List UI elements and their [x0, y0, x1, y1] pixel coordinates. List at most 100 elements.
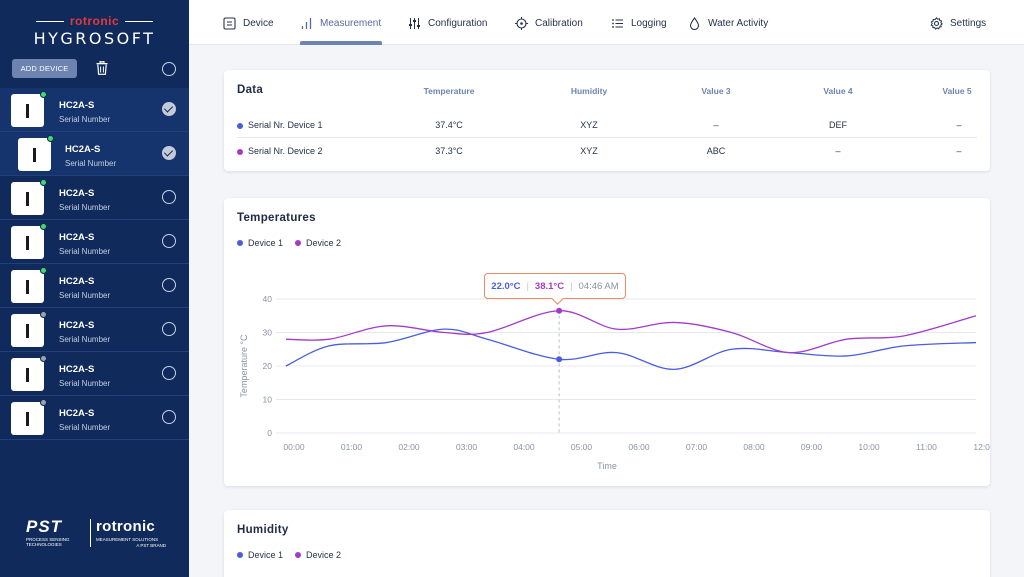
legend-device2[interactable]: Device 2 [295, 238, 341, 248]
device-row[interactable]: HC2A-S Serial Number [0, 88, 189, 132]
y-tick-label: 30 [263, 328, 273, 338]
col-header-value5: Value 5 [942, 86, 972, 96]
device-checkbox-checked[interactable] [162, 102, 176, 116]
logo-divider [90, 519, 91, 547]
device-row[interactable]: HC2A-S Serial Number [0, 264, 189, 308]
device-thumbnail [11, 399, 47, 435]
device-name: HC2A-S [59, 364, 95, 375]
device-checkbox[interactable] [162, 366, 176, 380]
device-thumbnail [11, 355, 47, 391]
x-tick-label: 11:00 [916, 442, 937, 452]
legend-device1[interactable]: Device 1 [237, 238, 283, 248]
data-card: Data Temperature Humidity Value 3 Value … [224, 70, 990, 171]
col-header-temperature: Temperature [423, 86, 475, 96]
add-device-button[interactable]: ADD DEVICE [12, 59, 77, 78]
probe-icon [33, 148, 36, 162]
device-name: HC2A-S [59, 320, 95, 331]
device-list: HC2A-S Serial Number HC2A-S Serial Number HC… [0, 88, 189, 440]
water-drop-icon [689, 16, 700, 30]
rotronic-tagline-2: A PST BRAND [136, 542, 166, 548]
y-tick-label: 40 [263, 294, 273, 304]
hum-legend-device1-dot [237, 552, 243, 558]
x-axis-label: Time [597, 461, 617, 471]
tab-logging[interactable]: Logging [611, 15, 667, 31]
probe-icon [26, 280, 29, 294]
rotronic-logo: rotronic [96, 518, 156, 535]
probe-icon [26, 368, 29, 382]
hum-legend-device2[interactable]: Device 2 [295, 550, 341, 560]
status-dot [40, 355, 47, 362]
hover-point-device1 [556, 356, 563, 363]
y-axis-label: Temperature °C [239, 334, 249, 398]
trash-icon[interactable] [96, 61, 108, 75]
data-card-title: Data [237, 84, 264, 96]
hum-legend-device2-label: Device 2 [306, 550, 342, 560]
brand-hygrosoft: HYGROSOFT [33, 29, 156, 48]
legend-device1-label: Device 1 [248, 238, 284, 248]
x-tick-label: 02:00 [398, 442, 420, 452]
tab-measurement[interactable]: Measurement [300, 15, 381, 31]
device-row[interactable]: HC2A-S Serial Number [0, 352, 189, 396]
device-serial: Serial Number [59, 335, 111, 344]
top-nav: Device Measurement Configuration Calibra… [189, 0, 1024, 45]
device-row[interactable]: HC2A-S Serial Number [0, 308, 189, 352]
probe-icon [26, 192, 29, 206]
legend-device2-label: Device 2 [306, 238, 342, 248]
device-name: HC2A-S [59, 408, 95, 419]
device-checkbox[interactable] [162, 278, 176, 292]
tab-configuration[interactable]: Configuration [408, 15, 487, 31]
hover-point-device2 [556, 307, 563, 314]
device-row[interactable]: HC2A-S Serial Number [0, 132, 189, 176]
data-row-label-1: Serial Nr. Device 1 [237, 120, 323, 130]
humidity-card: Humidity Device 1 Device 2 [224, 510, 990, 577]
tab-configuration-label: Configuration [428, 17, 488, 29]
device-thumbnail [11, 311, 47, 347]
device-checkbox[interactable] [162, 410, 176, 424]
brand-logo: rotronic HYGROSOFT [0, 14, 189, 48]
device-checkbox[interactable] [162, 322, 176, 336]
crosshair-icon [515, 16, 528, 30]
device-name: HC2A-S [65, 144, 101, 155]
hum-legend-device1[interactable]: Device 1 [237, 550, 283, 560]
device-row[interactable]: HC2A-S Serial Number [0, 176, 189, 220]
cell-r1-temperature: 37.4°C [435, 120, 463, 130]
cell-r2-temperature: 37.3°C [435, 146, 463, 156]
device-serial: Serial Number [59, 423, 111, 432]
tab-water-activity[interactable]: Water Activity [688, 15, 768, 31]
select-all-radio[interactable] [162, 62, 176, 76]
x-tick-label: 08:00 [743, 442, 765, 452]
device-checkbox[interactable] [162, 190, 176, 204]
device-serial: Serial Number [59, 247, 111, 256]
device-serial: Serial Number [59, 115, 111, 124]
device-checkbox[interactable] [162, 234, 176, 248]
cell-r2-value3: ABC [706, 146, 726, 156]
probe-icon [26, 104, 29, 118]
device-thumbnail [18, 135, 54, 171]
brand-rotronic: rotronic [69, 14, 120, 28]
sidebar-toolbar: ADD DEVICE [12, 59, 182, 79]
pst-logo: PST [26, 517, 63, 536]
tab-device-label: Device [243, 17, 274, 29]
temperature-chart[interactable]: 0 10 20 30 40 00:00 01:00 02:00 03:00 04:00 05:00 0… [224, 198, 990, 486]
tooltip-separator: | [570, 280, 573, 292]
tab-calibration[interactable]: Calibration [515, 15, 583, 31]
device-checkbox-checked[interactable] [162, 146, 176, 160]
settings-button[interactable]: Settings [930, 15, 986, 31]
cell-r2-value5: – [956, 146, 962, 156]
tab-device[interactable]: Device [223, 15, 274, 31]
y-tick-label: 10 [263, 395, 273, 405]
sliders-icon [409, 17, 420, 29]
cell-r1-humidity: XYZ [580, 120, 598, 130]
legend-device2-dot [295, 240, 302, 246]
humidity-card-title: Humidity [237, 524, 289, 536]
device-thumbnail [11, 91, 47, 127]
x-tick-label: 07:00 [686, 442, 708, 452]
tab-calibration-label: Calibration [535, 17, 583, 29]
device-row[interactable]: HC2A-S Serial Number [0, 220, 189, 264]
device-row[interactable]: HC2A-S Serial Number [0, 396, 189, 440]
hum-legend-device1-label: Device 1 [248, 550, 284, 560]
cell-r1-value3: – [713, 120, 719, 130]
probe-icon [26, 236, 29, 250]
device1-dot [237, 122, 243, 129]
x-tick-label: 00:00 [283, 442, 305, 452]
